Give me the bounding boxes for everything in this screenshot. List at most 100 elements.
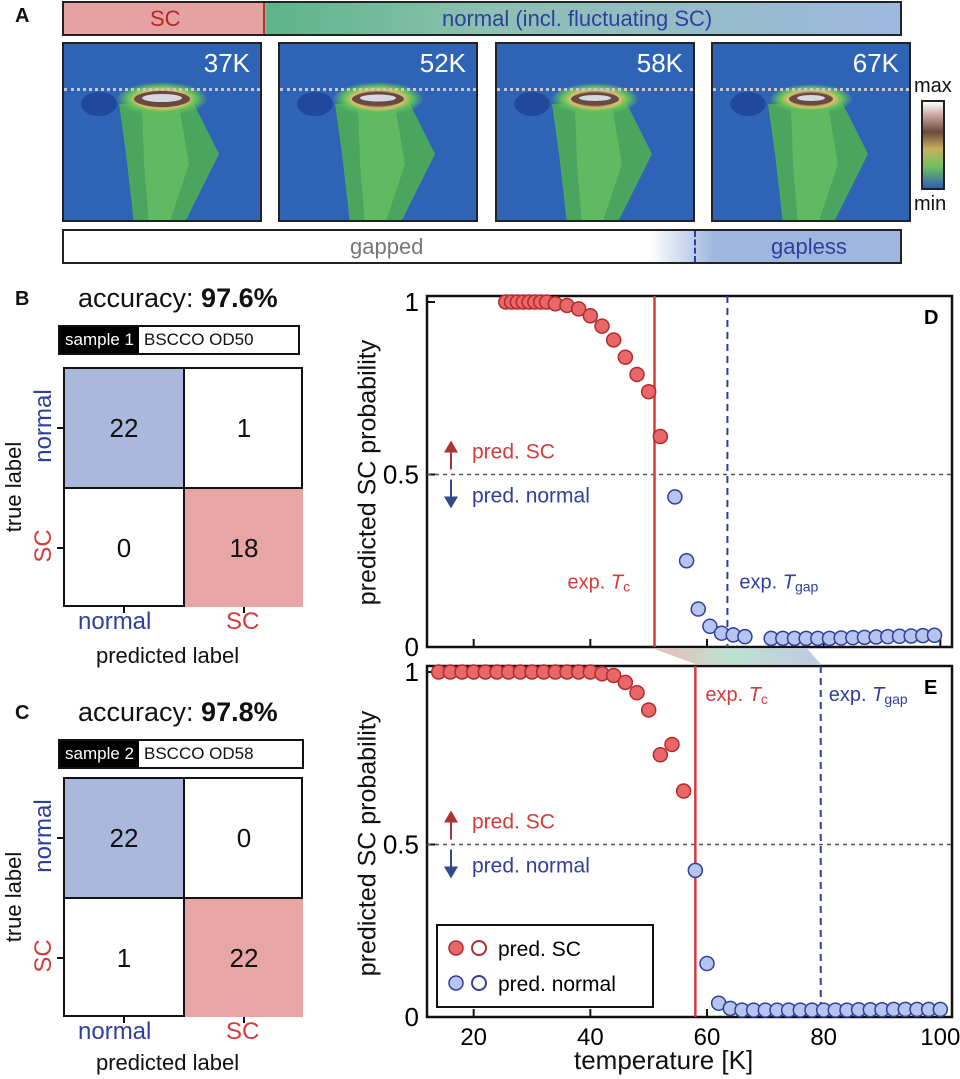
d-arrow-down-icon (444, 496, 458, 509)
e-xtick-label: 80 (810, 1024, 837, 1051)
fermi-level-line (280, 88, 476, 91)
e-legend-sc-filled (448, 940, 464, 956)
col-label-sc: SC (226, 1018, 260, 1045)
e-normal-point (687, 862, 704, 879)
d-sc-point (582, 308, 599, 324)
d-sc-point (605, 332, 622, 348)
accuracy-prefix: accuracy: (78, 283, 202, 313)
tick (123, 607, 125, 613)
e-sc-point (664, 736, 680, 753)
panel-b-letter: B (15, 288, 30, 310)
colorbar-max-label: max (914, 75, 952, 97)
d-sc-point (570, 301, 587, 317)
sample-tag-b: sample 1 BSCCO OD50 (58, 325, 300, 355)
d-plot-frame (425, 294, 954, 649)
e-arrow-down-icon (444, 866, 458, 879)
d-ylabel: predicted SC probability (353, 339, 382, 606)
e-ytick-label: 0 (405, 1002, 419, 1032)
d-normal-point (737, 628, 753, 645)
predicted-label-axis: predicted label (96, 643, 240, 668)
e-legend-normal-label: pred. normal (498, 973, 616, 996)
d-normal-point (690, 601, 706, 617)
arpes-spectrum-4: 67K (711, 42, 911, 222)
e-pred-normal-label: pred. normal (472, 855, 590, 878)
spectrum-temperature: 37K (203, 48, 250, 78)
confusion-matrix-b: 22 1 0 18 (63, 367, 303, 607)
normal-phase-label: normal (incl. fluctuating SC) (442, 6, 713, 31)
d-sc-point (640, 383, 657, 400)
e-panel-letter: E (924, 677, 937, 699)
d-normal-point (678, 553, 695, 569)
e-sc-point (675, 783, 692, 799)
cm-cell-sc-sc: 22 (185, 899, 303, 1017)
d-normal-point (667, 489, 683, 505)
sample-name: BSCCO OD58 (138, 741, 259, 767)
accuracy-b: accuracy: 97.6% (78, 283, 278, 314)
e-xtick-label: 40 (577, 1024, 604, 1051)
cm-cell-sc-sc: 18 (185, 489, 303, 607)
e-pred-sc-label: pred. SC (472, 811, 555, 834)
d-sc-point (594, 318, 610, 334)
e-normal-point (932, 1001, 949, 1018)
e-legend-box (436, 924, 654, 1008)
d-sc-point (629, 366, 645, 383)
e-ylabel: predicted SC probability (353, 710, 382, 977)
tick (57, 427, 63, 429)
e-normal-point (699, 955, 715, 972)
accuracy-prefix: accuracy: (78, 697, 202, 727)
cm-cell-normal-sc: 0 (185, 779, 303, 899)
col-label-sc: SC (226, 608, 260, 635)
d-ytick-label: 0 (405, 632, 419, 662)
colorbar-min-label: min (914, 193, 947, 215)
d-exp-tc-label: exp. Tc (568, 571, 631, 594)
e-plot-frame (425, 664, 954, 1019)
tick (57, 547, 63, 549)
arpes-spectrum-3: 58K (495, 42, 695, 222)
tick (243, 607, 245, 613)
tick (57, 957, 63, 959)
d-sc-point (652, 428, 669, 445)
d-pred-normal-label: pred. normal (472, 485, 590, 508)
accuracy-c: accuracy: 97.8% (78, 697, 278, 728)
confusion-matrix-c: 22 0 1 22 (63, 777, 303, 1017)
e-sc-point (605, 667, 622, 684)
d-pred-sc-label: pred. SC (472, 441, 555, 464)
cm-cell-normal-normal: 22 (65, 369, 185, 489)
tick (57, 837, 63, 839)
cm-cell-normal-normal: 22 (65, 779, 185, 899)
gap-band-divider (694, 231, 696, 262)
e-exp-tc-label: exp. Tc (705, 684, 768, 707)
spectrum-image (280, 44, 476, 220)
cm-cell-sc-normal: 0 (65, 489, 185, 607)
spectrum-temperature: 52K (419, 48, 466, 78)
e-legend-normal-open (471, 975, 487, 991)
col-label-normal: normal (78, 1018, 152, 1045)
colorbar (921, 100, 945, 190)
spectrum-image (713, 44, 909, 220)
e-arrow-up-icon (444, 810, 458, 823)
e-legend-sc-open (471, 940, 487, 956)
spectrum-temperature: 58K (636, 48, 683, 78)
e-ytick-label: 0.5 (383, 830, 419, 860)
sample-number: sample 2 (60, 741, 139, 767)
sc-phase-label: SC (150, 6, 181, 31)
panel-a-letter: A (15, 5, 30, 27)
e-legend-normal-filled (448, 975, 464, 991)
e-sc-point (617, 674, 634, 691)
predicted-label-axis: predicted label (96, 1050, 240, 1075)
e-xtick-label: 100 (920, 1024, 960, 1051)
e-xtick-label: 20 (460, 1024, 487, 1051)
e-legend-sc-label: pred. SC (498, 938, 581, 961)
d-sc-point (617, 349, 634, 365)
accuracy-value: 97.8% (201, 697, 278, 727)
e-xtick-label: 60 (694, 1024, 721, 1051)
e-sc-point (629, 684, 645, 701)
panel-c-letter: C (15, 702, 30, 724)
e-xlabel: temperature [K] (574, 1045, 754, 1075)
phase-band-top: SC normal (incl. fluctuating SC) (62, 1, 902, 36)
tick (243, 1017, 245, 1023)
d-ytick-label: 0.5 (383, 460, 419, 490)
accuracy-value: 97.6% (201, 283, 278, 313)
d-panel-letter: D (924, 307, 938, 329)
